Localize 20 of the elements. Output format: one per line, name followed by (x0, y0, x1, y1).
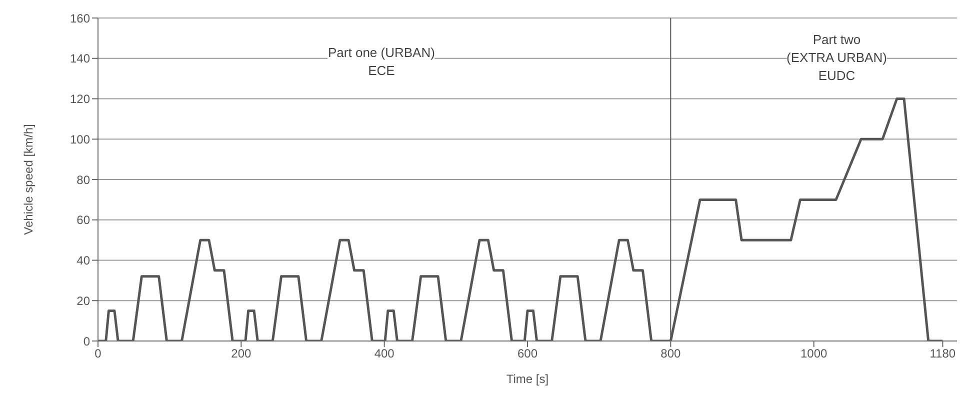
y-tick-label: 100 (70, 132, 90, 146)
annotation: Part two (EXTRA URBAN) EUDC (786, 30, 887, 85)
x-tick-label: 400 (374, 346, 395, 361)
y-tick-label: 160 (70, 11, 90, 26)
x-tick-label: 200 (231, 346, 252, 361)
x-tick-label: 0 (94, 346, 102, 361)
y-tick-label: 60 (76, 213, 90, 228)
x-tick-label: 1000 (800, 346, 828, 361)
y-axis-title: Vehicle speed [km/h] (21, 124, 36, 235)
y-tick-label: 80 (76, 172, 90, 187)
y-tick-label: 20 (76, 294, 90, 308)
x-tick-label: 1180 (930, 346, 956, 361)
y-tick-label: 40 (76, 254, 90, 268)
y-tick-label: 140 (70, 52, 90, 66)
x-tick-label: 800 (660, 346, 681, 361)
x-tick-label: 600 (517, 346, 538, 361)
x-axis-title: Time [s] (506, 372, 549, 386)
annotation: Part one (URBAN) ECE (328, 44, 435, 80)
y-tick-label: 120 (70, 92, 90, 106)
y-tick-label: 0 (83, 334, 90, 348)
